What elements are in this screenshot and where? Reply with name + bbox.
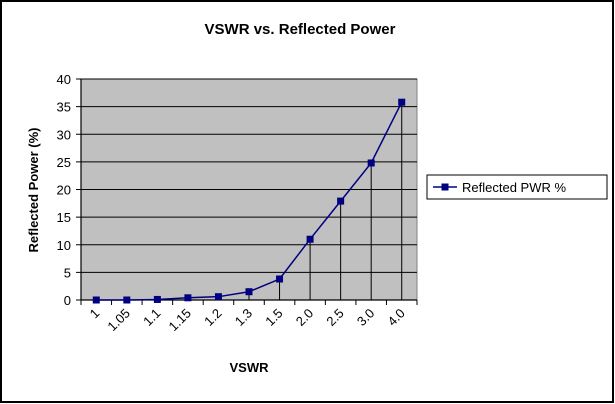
series-point <box>276 275 284 283</box>
gridlines <box>81 78 417 273</box>
y-tick-label: 0 <box>64 293 71 308</box>
series-point <box>398 98 406 106</box>
series-point <box>92 296 100 304</box>
y-tick-label: 25 <box>57 155 71 170</box>
y-tick-label: 35 <box>57 100 71 115</box>
x-axis-title: VSWR <box>230 360 270 375</box>
y-tick-label: 15 <box>57 210 71 225</box>
series-point <box>214 293 222 301</box>
series-point <box>306 235 314 243</box>
chart-title: VSWR vs. Reflected Power <box>205 21 396 38</box>
series-point <box>123 296 131 304</box>
series-point <box>153 295 161 303</box>
series-point <box>367 159 375 167</box>
y-tick-labels: 0 5 10 15 20 25 30 35 40 <box>57 72 71 308</box>
legend-series-marker <box>441 183 449 191</box>
y-tick-label: 5 <box>64 265 71 280</box>
y-axis-title: Reflected Power (%) <box>26 128 41 253</box>
series-layer <box>92 98 406 304</box>
y-tick-label: 30 <box>57 127 71 142</box>
y-tick-label: 40 <box>57 72 71 87</box>
legend-series-label: Reflected PWR % <box>462 180 566 195</box>
legend: Reflected PWR % <box>426 174 608 200</box>
y-tick-label: 20 <box>57 183 71 198</box>
drop-lines <box>156 102 403 300</box>
series-point <box>184 294 192 302</box>
y-tick-label: 10 <box>57 238 71 253</box>
series-point <box>337 197 345 205</box>
series-point <box>245 288 253 296</box>
